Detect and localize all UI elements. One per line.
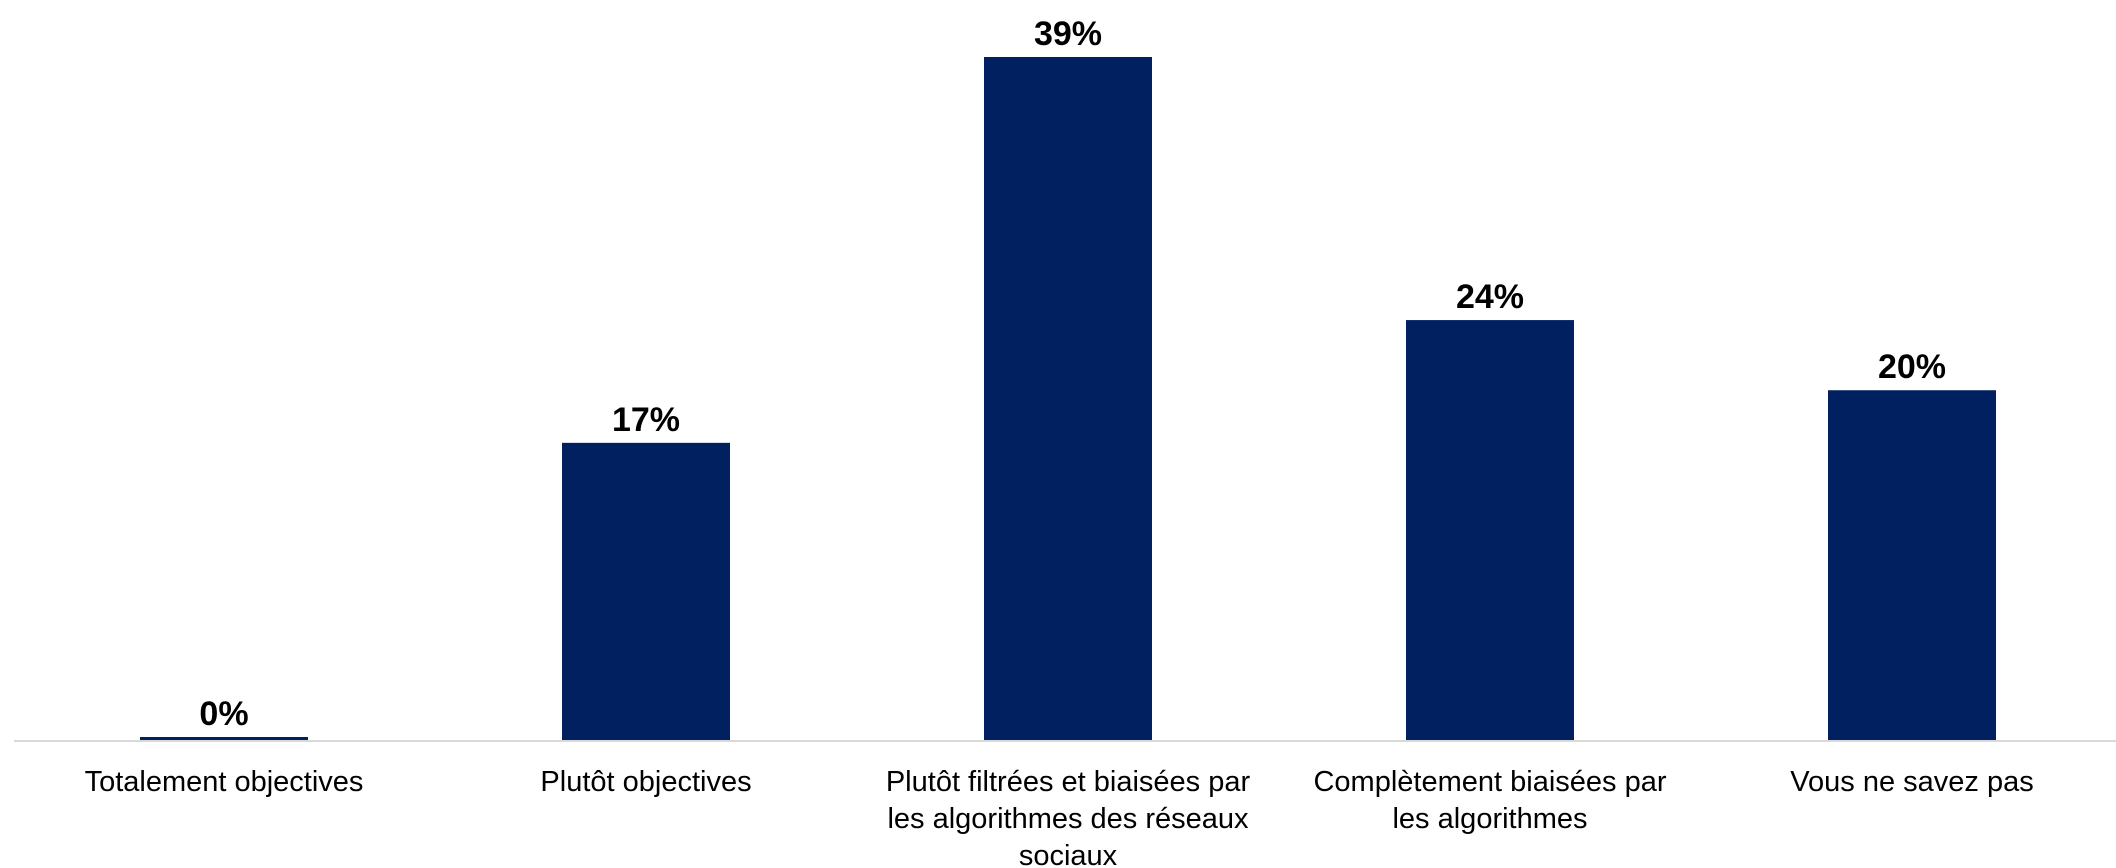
category-label-0-line-0: Totalement objectives xyxy=(85,766,364,798)
category-label-4-line-0: Vous ne savez pas xyxy=(1790,766,2033,798)
category-label-2-line-0: Plutôt filtrées et biaisées par xyxy=(886,766,1251,798)
bar-3 xyxy=(1406,320,1574,741)
value-label-4: 20% xyxy=(1878,348,1946,386)
bar-4 xyxy=(1828,390,1996,741)
category-label-3-line-0: Complètement biaisées par xyxy=(1313,766,1666,798)
value-label-0: 0% xyxy=(199,695,248,733)
value-label-2: 39% xyxy=(1034,15,1102,53)
bars-group xyxy=(140,57,1996,741)
category-label-2-line-2: sociaux xyxy=(1019,840,1118,868)
category-labels-group: Totalement objectives Plutôt objectives Pl… xyxy=(85,766,2034,868)
value-labels-group: 0% 17% 39% 24% 20% xyxy=(199,15,1946,733)
value-label-1: 17% xyxy=(612,401,680,439)
category-label-3-line-1: les algorithmes xyxy=(1392,803,1587,835)
value-label-3: 24% xyxy=(1456,278,1524,316)
bar-2 xyxy=(984,57,1152,741)
category-label-2-line-1: les algorithmes des réseaux xyxy=(887,803,1249,835)
bar-1 xyxy=(562,442,730,741)
category-label-1-line-0: Plutôt objectives xyxy=(540,766,751,798)
bar-0 xyxy=(140,737,308,741)
